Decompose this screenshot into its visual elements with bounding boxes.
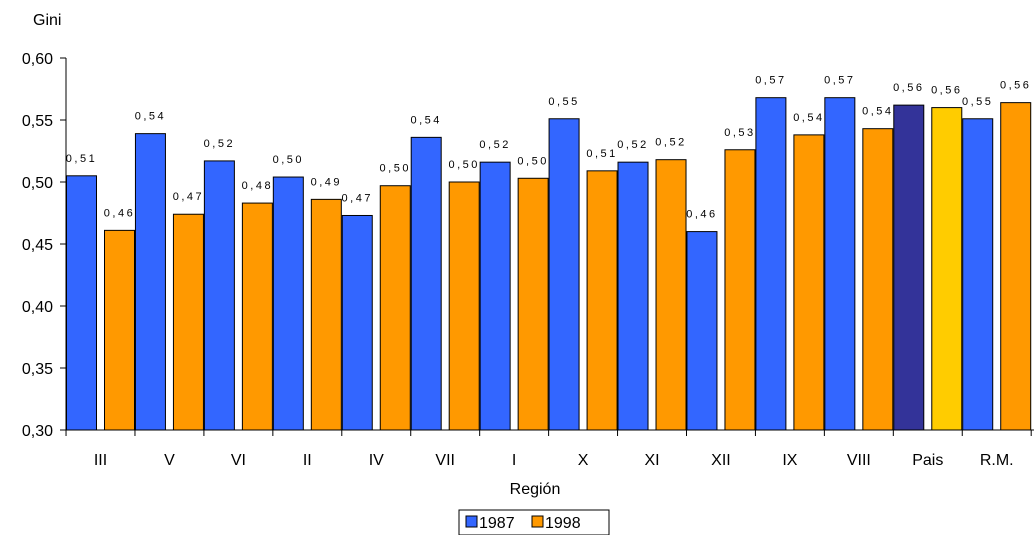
y-tick-label: 0,50 (22, 175, 53, 192)
legend: 1987 1998 (458, 509, 610, 535)
data-label-1987: 0,56 (893, 82, 924, 94)
category-label: IX (782, 452, 797, 469)
bar-1987-xi (617, 161, 649, 431)
data-label-1987: 0,47 (342, 192, 373, 204)
category-label: IV (369, 452, 384, 469)
bar-1998-rm (1000, 102, 1032, 431)
data-label-1998: 0,50 (448, 159, 479, 171)
y-tick-label: 0,55 (22, 113, 53, 130)
data-label-1987: 0,51 (66, 153, 97, 165)
y-tick-label: 0,40 (22, 299, 53, 316)
bar-1987-iv (341, 214, 373, 431)
data-label-1998: 0,50 (517, 155, 548, 167)
y-tick-label: 0,60 (22, 51, 53, 68)
y-axis-title: Gini (33, 12, 61, 29)
category-label: Pais (912, 452, 943, 469)
category-label: XII (711, 452, 731, 469)
bar-1987-xii (686, 231, 718, 431)
bar-1998-vii (448, 181, 480, 431)
legend-label-1998: 1998 (545, 515, 581, 532)
category-label: III (94, 452, 107, 469)
data-label-1987: 0,55 (548, 96, 579, 108)
bar-1998-ii (310, 198, 342, 431)
data-label-1998: 0,49 (311, 176, 342, 188)
category-label: R.M. (980, 452, 1014, 469)
data-label-1987: 0,52 (479, 139, 510, 151)
data-label-1987: 0,46 (686, 209, 717, 221)
bar-1987-i (479, 161, 511, 431)
bar-1987-iii (66, 175, 97, 431)
data-label-1998: 0,48 (242, 180, 273, 192)
bars (66, 97, 1032, 431)
data-label-1998: 0,56 (1000, 80, 1031, 92)
data-label-1987: 0,50 (273, 154, 304, 166)
category-label: XI (644, 452, 659, 469)
category-labels: III V VI II IV VII I X XI XII IX VIII Pais R.M. (94, 452, 1014, 469)
bar-1998-i (517, 177, 549, 431)
data-label-1998: 0,47 (173, 191, 204, 203)
bar-1987-vii (410, 136, 442, 431)
data-label-1998: 0,50 (380, 163, 411, 175)
y-tick-label: 0,30 (22, 423, 53, 440)
bar-1998-pais (931, 107, 963, 431)
data-label-1987: 0,54 (135, 111, 166, 123)
bar-1987-ii (272, 176, 304, 431)
data-label-1987: 0,55 (962, 96, 993, 108)
bar-1987-pais (893, 104, 925, 431)
data-label-1987: 0,52 (204, 138, 235, 150)
bar-1998-v (172, 213, 204, 431)
bar-1998-viii (862, 128, 894, 431)
data-label-1998: 0,54 (862, 106, 893, 118)
bar-1987-vi (203, 160, 235, 431)
bar-1998-vi (241, 202, 273, 431)
bar-1998-iv (379, 185, 411, 431)
bar-1998-iii (104, 229, 135, 431)
category-label: II (303, 452, 312, 469)
category-label: VII (435, 452, 455, 469)
bar-1987-viii (824, 97, 856, 431)
data-label-1998: 0,51 (586, 148, 617, 160)
category-label: VIII (847, 452, 871, 469)
bar-1987-v (134, 133, 166, 431)
bar-1987-rm (962, 118, 994, 431)
bar-1998-x (586, 170, 618, 431)
legend-swatch-1987 (465, 515, 478, 528)
y-tick-label: 0,35 (22, 361, 53, 378)
bar-1998-xii (724, 149, 756, 431)
x-axis-title: Región (510, 481, 561, 498)
data-label-1987: 0,57 (755, 75, 786, 87)
legend-label-1987: 1987 (479, 515, 515, 532)
data-labels: 0,510,460,540,470,520,480,500,490,470,50… (66, 75, 1031, 221)
data-label-1987: 0,52 (617, 139, 648, 151)
category-label: V (164, 452, 175, 469)
category-label: VI (231, 452, 246, 469)
data-label-1998: 0,53 (724, 127, 755, 139)
category-label: X (578, 452, 589, 469)
data-label-1987: 0,57 (824, 75, 855, 87)
legend-swatch-1998 (531, 515, 544, 528)
data-label-1998: 0,54 (793, 112, 824, 124)
y-tick-label: 0,45 (22, 237, 53, 254)
bar-1998-xi (655, 159, 687, 431)
bar-1987-x (548, 118, 580, 431)
bar-1998-ix (793, 134, 825, 431)
bar-1987-ix (755, 97, 787, 431)
data-label-1998: 0,46 (104, 207, 135, 219)
data-label-1998: 0,52 (655, 137, 686, 149)
data-label-1998: 0,56 (931, 85, 962, 97)
category-label: I (512, 452, 516, 469)
data-label-1987: 0,54 (410, 114, 441, 126)
